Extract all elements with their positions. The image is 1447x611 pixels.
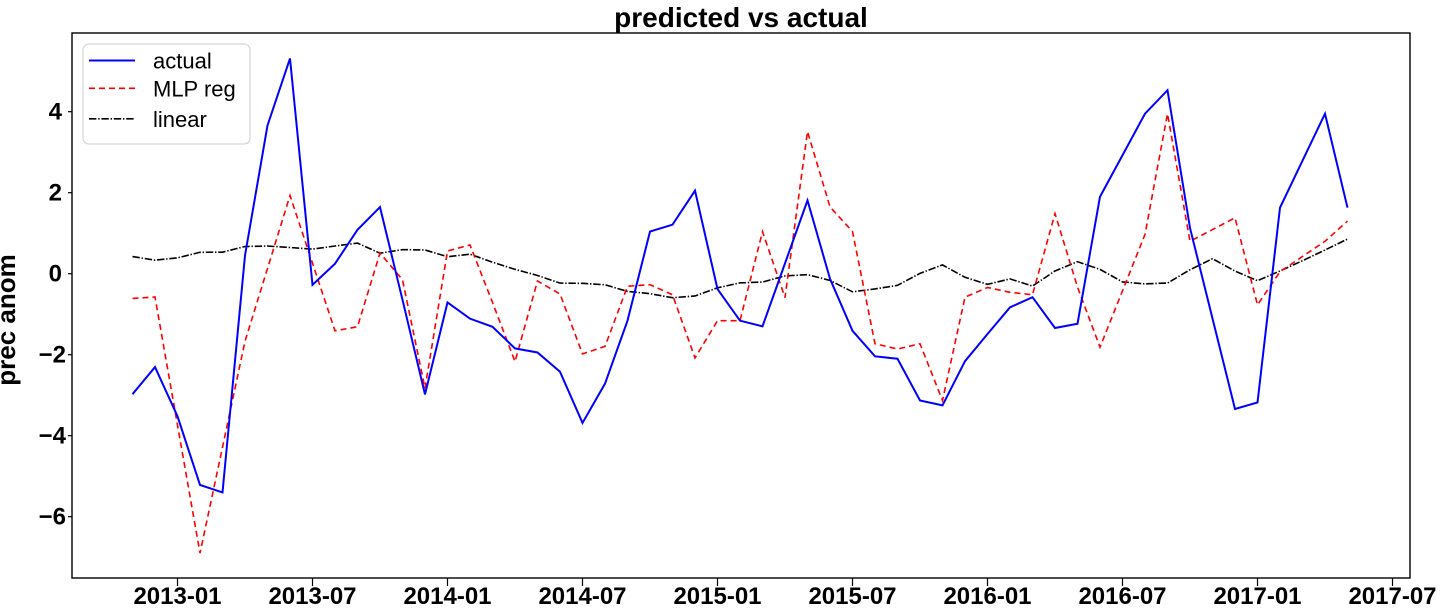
svg-text:−4: −4 (39, 423, 67, 450)
svg-text:−6: −6 (39, 504, 66, 531)
svg-text:linear: linear (153, 107, 207, 132)
svg-text:2014-07: 2014-07 (538, 583, 626, 610)
svg-text:4: 4 (49, 99, 63, 126)
svg-text:2015-01: 2015-01 (673, 583, 761, 610)
svg-text:2015-07: 2015-07 (808, 583, 896, 610)
svg-text:2014-01: 2014-01 (403, 583, 491, 610)
svg-text:prec anom: prec anom (0, 254, 21, 386)
svg-text:MLP reg: MLP reg (153, 76, 236, 101)
svg-text:2013-01: 2013-01 (133, 583, 221, 610)
svg-text:actual: actual (153, 49, 212, 74)
svg-text:2016-01: 2016-01 (943, 583, 1031, 610)
svg-text:2013-07: 2013-07 (268, 583, 356, 610)
svg-text:2: 2 (49, 180, 62, 207)
svg-text:2017-07: 2017-07 (1348, 583, 1436, 610)
svg-text:−2: −2 (39, 342, 66, 369)
svg-text:2017-01: 2017-01 (1213, 583, 1301, 610)
svg-text:0: 0 (49, 261, 62, 288)
svg-text:2016-07: 2016-07 (1078, 583, 1166, 610)
